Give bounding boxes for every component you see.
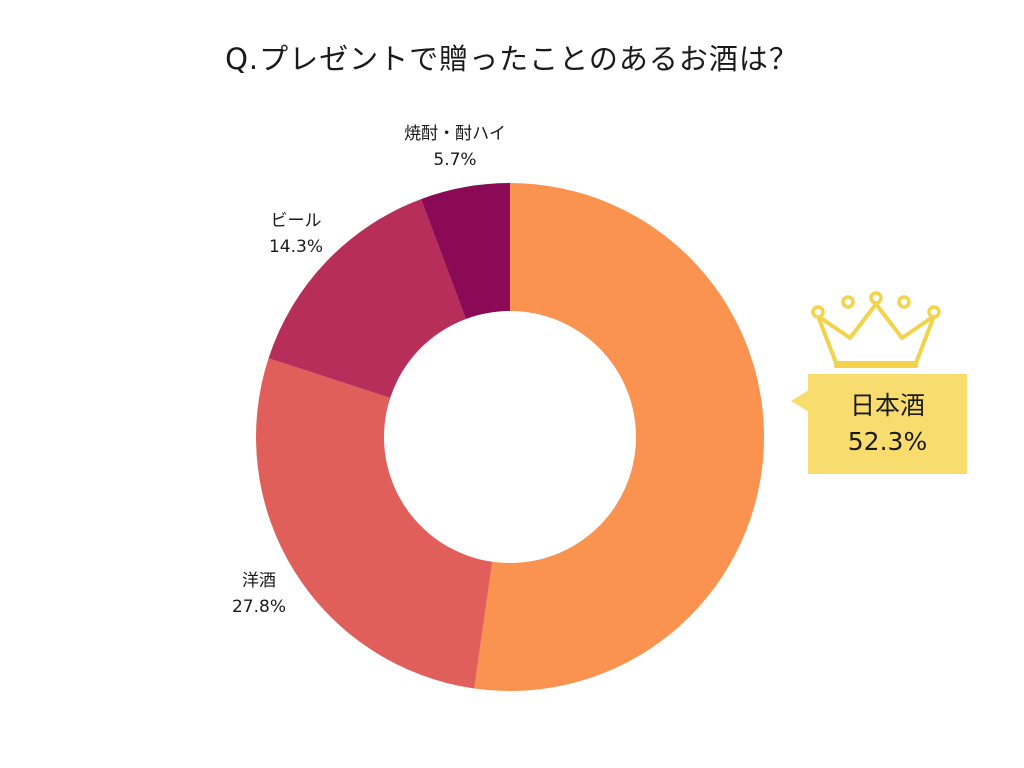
highlight-callout: 日本酒 52.3% <box>808 374 967 474</box>
callout-pointer <box>791 390 809 412</box>
slice-nihonshu <box>474 183 764 691</box>
slice-label-beer: ビール 14.3% <box>269 208 323 260</box>
slice-label-western-value: 27.8% <box>231 597 287 617</box>
slice-label-shochu: 焼酎・酎ハイ 5.7% <box>404 121 506 173</box>
highlight-value: 52.3% <box>847 427 928 456</box>
slice-label-beer-name: ビール <box>270 211 322 231</box>
chart-title: Q.プレゼントで贈ったことのあるお酒は？ <box>225 42 799 76</box>
slice-label-shochu-value: 5.7% <box>433 150 477 170</box>
slice-western <box>256 358 493 689</box>
slice-label-western: 洋酒 27.8% <box>232 568 286 620</box>
slice-label-western-name: 洋酒 <box>241 571 276 591</box>
slice-beer <box>268 199 466 398</box>
highlight-label: 日本酒 <box>849 391 925 420</box>
slice-shochu <box>421 183 510 319</box>
slice-label-shochu-name: 焼酎・酎ハイ <box>404 124 506 144</box>
slice-label-beer-value: 14.3% <box>268 237 324 257</box>
crown-icon <box>811 291 941 368</box>
